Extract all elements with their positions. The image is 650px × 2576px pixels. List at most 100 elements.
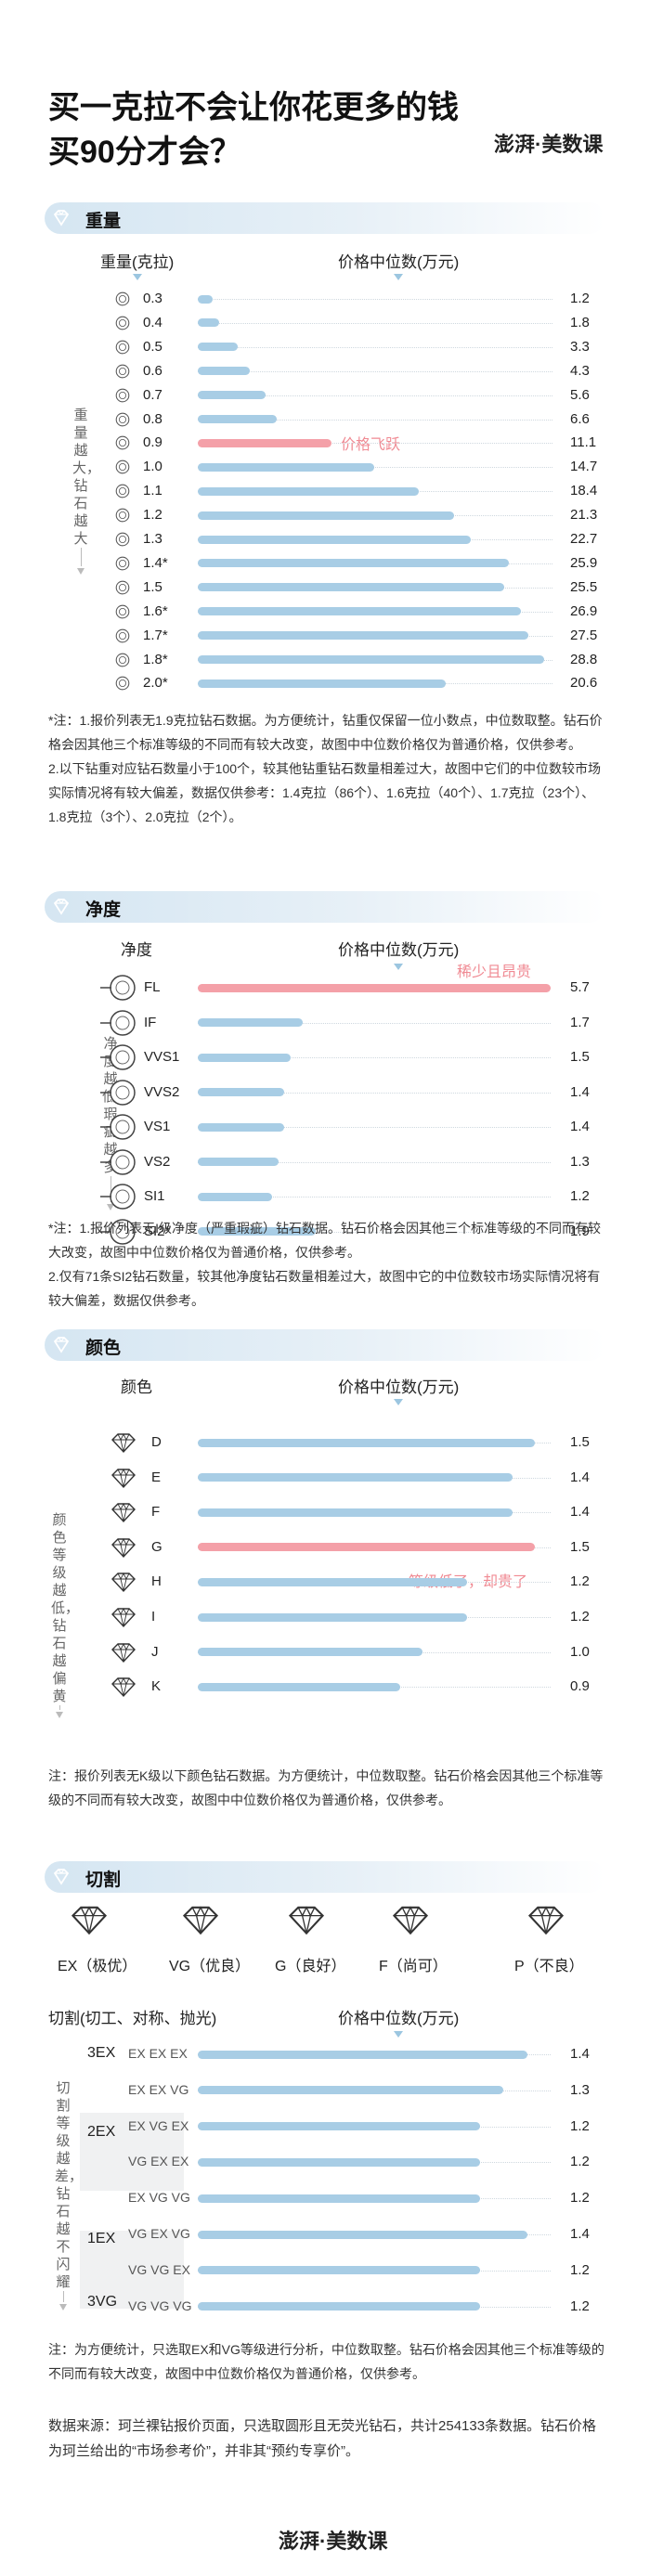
- cut-grade-icon: [526, 1903, 566, 1941]
- column-marker: [394, 964, 403, 970]
- category-label: 0.8: [143, 410, 162, 427]
- category-label: VS2: [144, 1153, 171, 1170]
- bar: [198, 1682, 400, 1691]
- data-source: 数据来源：珂兰裸钻报价页面，只选取圆形且无荧光钻石，共计254133条数据。钻石…: [48, 2418, 597, 2459]
- category-label: VG EX VG: [128, 2226, 190, 2241]
- note-color: 注：报价列表无K级以下颜色钻石数据。为方便统计，中位数取整。钻石价格会因其他三个…: [48, 1768, 604, 1807]
- col-header-clarity: 净度: [121, 941, 152, 959]
- cut-grade-icon: [390, 1903, 431, 1941]
- category-label: 1.8*: [143, 651, 168, 667]
- cut-grade-label: EX（极优）: [58, 1959, 137, 1974]
- bar: [198, 631, 529, 641]
- category-label: EX VG VG: [128, 2190, 190, 2206]
- category-label: VVS1: [144, 1049, 180, 1065]
- value-label: 6.6: [570, 410, 590, 427]
- value-label: 14.7: [570, 459, 598, 475]
- carat-ring-icon: [115, 653, 130, 672]
- cut-group-2ex: 2EX: [87, 2124, 116, 2140]
- carat-ring-icon: [115, 484, 130, 503]
- side-label-cut: 切割等级越差，钻石越不闪耀: [55, 2079, 84, 2291]
- col-header-price: 价格中位数(万元): [338, 2010, 460, 2027]
- bar: [198, 1577, 468, 1586]
- bar: [198, 2266, 480, 2275]
- value-label: 18.4: [570, 483, 598, 499]
- category-label: 1.4*: [143, 554, 168, 571]
- category-label: J: [151, 1643, 159, 1660]
- side-label-color: 颜色等级越低，钻石越偏黄: [51, 1511, 80, 1705]
- value-label: 1.5: [570, 1049, 590, 1065]
- value-label: 1.2: [570, 2190, 590, 2207]
- carat-ring-icon: [115, 340, 130, 359]
- diamond-gem-icon: [110, 1501, 137, 1528]
- cut-grade-icon: [286, 1903, 327, 1941]
- loupe-diamond-icon: [97, 1009, 137, 1042]
- category-label: G: [151, 1538, 162, 1555]
- guide-line: [198, 1057, 551, 1058]
- col-header-price: 价格中位数(万元): [338, 253, 460, 271]
- value-label: 11.1: [570, 434, 597, 451]
- guide-line: [198, 299, 552, 300]
- category-label: H: [151, 1573, 162, 1590]
- category-label: 0.7: [143, 386, 162, 403]
- annotation-weight: 价格飞跃: [341, 437, 401, 453]
- value-label: 1.2: [570, 1573, 590, 1590]
- bar: [198, 1648, 423, 1657]
- bar: [198, 1612, 468, 1622]
- category-label: 0.9: [143, 434, 162, 451]
- note-weight: *注：1.报价列表无1.9克拉钻石数据。为方便统计，钻重仅保留一位小数点，中位数…: [48, 713, 603, 824]
- column-marker: [394, 2031, 403, 2038]
- section-title: 切割: [85, 1871, 122, 1890]
- bar: [198, 1088, 285, 1096]
- bar: [198, 391, 266, 400]
- carat-ring-icon: [115, 676, 130, 695]
- bar: [198, 583, 505, 592]
- category-label: F: [151, 1504, 161, 1521]
- carat-ring-icon: [115, 435, 130, 455]
- value-label: 1.2: [570, 1188, 590, 1204]
- guide-line: [198, 395, 552, 396]
- side-arrow: [59, 2304, 67, 2311]
- bar: [198, 1053, 291, 1062]
- carat-ring-icon: [115, 291, 130, 311]
- value-label: 1.5: [570, 1434, 590, 1450]
- cut-grade-label: VG（优良）: [169, 1959, 251, 1974]
- bar: [198, 1543, 536, 1552]
- section-header-color: 颜色: [45, 1329, 605, 1361]
- diamond-gem-icon: [110, 1676, 137, 1702]
- carat-ring-icon: [115, 604, 130, 624]
- bar: [198, 1018, 304, 1027]
- bar: [198, 1227, 316, 1236]
- bar: [198, 559, 510, 568]
- value-label: 1.0: [570, 1643, 590, 1660]
- value-label: 1.4: [570, 2046, 590, 2062]
- carat-ring-icon: [115, 460, 130, 479]
- bar: [198, 2086, 504, 2095]
- guide-line: [198, 370, 552, 372]
- carat-ring-icon: [115, 556, 130, 576]
- category-label: 0.5: [143, 338, 162, 355]
- logo: 澎湃·美数课: [494, 133, 604, 156]
- category-label: SI2*: [144, 1223, 171, 1239]
- bar: [198, 318, 220, 328]
- value-label: 1.8: [570, 314, 590, 330]
- guide-line: [198, 1127, 551, 1128]
- value-label: 1.7: [570, 1014, 590, 1030]
- value-label: 1.3: [570, 2081, 590, 2098]
- value-label: 26.9: [570, 602, 598, 619]
- section-header-weight: 重量: [45, 202, 605, 234]
- category-label: 1.1: [143, 483, 162, 499]
- loupe-diamond-icon: [97, 1148, 137, 1181]
- diamond-gem-icon: [110, 1641, 137, 1668]
- category-label: EX EX EX: [128, 2046, 188, 2061]
- category-label: 1.7*: [143, 627, 168, 643]
- value-label: 1.4: [570, 1469, 590, 1485]
- col-header-price: 价格中位数(万元): [338, 1379, 460, 1396]
- cut-group-3ex: 3EX: [87, 2045, 116, 2061]
- guide-line: [198, 419, 552, 421]
- value-label: 1.2: [570, 2261, 590, 2278]
- category-label: K: [151, 1678, 162, 1695]
- cut-group-1ex: 1EX: [87, 2231, 116, 2246]
- value-label: 21.3: [570, 507, 598, 524]
- diamond-icon: [53, 1869, 70, 1885]
- side-arrow: [77, 568, 84, 575]
